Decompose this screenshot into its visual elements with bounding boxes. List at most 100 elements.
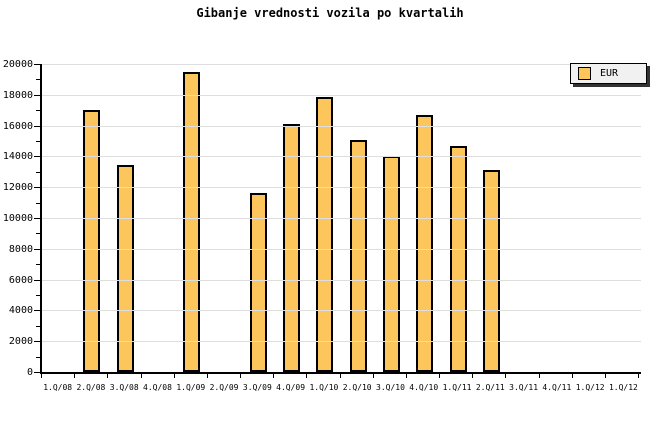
bar <box>316 97 334 372</box>
x-tick-label: 4.Q/11 <box>542 383 572 392</box>
x-tick-label: 4.Q/10 <box>409 383 439 392</box>
bar <box>449 146 467 372</box>
x-tick-label: 1.Q/12 <box>608 383 638 392</box>
y-tick-label: 12000 <box>2 182 33 194</box>
bar <box>382 156 400 372</box>
chart-title: Gibanje vrednosti vozila po kvartalih <box>196 6 464 20</box>
gridline <box>42 64 641 65</box>
x-tick-mark <box>107 374 109 378</box>
gridline <box>42 156 641 158</box>
bar-slot <box>408 64 441 372</box>
y-minor-tick-mark <box>36 356 40 358</box>
y-major-tick-mark <box>34 94 40 96</box>
bar <box>116 164 134 372</box>
x-tick-label: 1.Q/12 <box>575 383 605 392</box>
y-major-tick-mark <box>34 218 40 219</box>
x-tick-mark <box>273 374 275 378</box>
y-minor-tick-mark <box>36 264 40 266</box>
bar <box>249 192 267 372</box>
x-tick-mark <box>173 374 175 378</box>
gridline <box>42 125 641 127</box>
bar-slot <box>308 64 341 372</box>
legend: EUR <box>570 63 647 84</box>
legend-label: EUR <box>600 68 619 79</box>
gridline <box>42 187 641 189</box>
x-tick-label: 2.Q/09 <box>209 383 239 392</box>
legend-swatch-icon <box>578 67 591 80</box>
y-major-tick-mark <box>34 310 40 312</box>
y-major-tick-mark <box>34 64 40 65</box>
y-major-tick-mark <box>34 156 40 158</box>
y-tick-label: 0 <box>26 367 33 378</box>
y-minor-tick-mark <box>36 233 40 235</box>
x-tick-label: 1.Q/09 <box>176 383 206 392</box>
bar-slot <box>375 64 408 372</box>
x-tick-mark <box>472 374 474 378</box>
bar-slot <box>109 64 142 372</box>
y-tick-label: 6000 <box>8 274 33 286</box>
y-major-tick-mark <box>34 279 40 281</box>
x-tick-mark <box>74 374 76 378</box>
x-tick-mark <box>505 374 507 378</box>
y-tick-label: 16000 <box>2 120 33 132</box>
x-tick-label: 2.Q/10 <box>342 383 372 392</box>
plot-area <box>40 64 641 374</box>
x-tick-label: 3.Q/11 <box>509 383 539 392</box>
x-tick-label: 3.Q/08 <box>109 383 139 392</box>
x-tick-mark <box>41 374 42 378</box>
x-tick-mark <box>405 374 407 378</box>
bars-container <box>42 64 641 372</box>
y-minor-tick-mark <box>36 141 40 142</box>
y-tick-label: 4000 <box>8 305 33 317</box>
x-tick-label: 1.Q/10 <box>309 383 339 392</box>
x-tick-label: 4.Q/09 <box>276 383 306 392</box>
y-minor-tick-mark <box>36 79 40 81</box>
x-tick-mark <box>638 374 639 378</box>
x-tick-mark <box>604 374 606 378</box>
bar-slot <box>242 64 275 372</box>
y-major-tick-mark <box>34 341 40 343</box>
bar <box>83 110 101 372</box>
bar <box>283 124 301 372</box>
y-major-tick-mark <box>34 372 40 373</box>
y-tick-label: 2000 <box>8 336 33 348</box>
y-tick-label: 20000 <box>2 59 33 70</box>
gridline <box>42 248 641 250</box>
bar-slot <box>342 64 375 372</box>
bar-slot <box>441 64 474 372</box>
x-tick-mark <box>339 374 341 378</box>
bar-slot <box>275 64 308 372</box>
x-tick-mark <box>571 374 573 378</box>
y-tick-label: 8000 <box>8 243 33 255</box>
bar-slot <box>75 64 108 372</box>
y-major-tick-mark <box>34 125 40 127</box>
y-minor-tick-mark <box>36 325 40 327</box>
gridline <box>42 279 641 281</box>
gridline <box>42 310 641 312</box>
gridline <box>42 218 641 219</box>
y-minor-tick-mark <box>36 202 40 204</box>
bar <box>349 139 367 372</box>
y-major-tick-mark <box>34 248 40 250</box>
x-tick-label: 1.Q/11 <box>442 383 472 392</box>
gridline <box>42 94 641 96</box>
bar <box>183 71 201 372</box>
bar-slot <box>475 64 508 372</box>
x-tick-label: 4.Q/08 <box>143 383 172 392</box>
y-tick-label: 18000 <box>2 89 33 101</box>
y-minor-tick-mark <box>36 295 40 296</box>
x-tick-label: 1.Q/08 <box>43 383 73 392</box>
bar <box>482 170 500 372</box>
x-tick-mark <box>439 374 440 378</box>
x-tick-mark <box>240 374 241 378</box>
x-tick-label: 3.Q/10 <box>376 383 405 392</box>
x-tick-mark <box>538 374 540 378</box>
x-tick-mark <box>372 374 374 378</box>
bar-slot <box>175 64 208 372</box>
x-tick-mark <box>140 374 142 378</box>
y-major-tick-mark <box>34 187 40 189</box>
x-axis-labels: 1.Q/08 2.Q/08 3.Q/08 4.Q/08 1.Q/09 2.Q/09 3.Q/… <box>41 383 640 392</box>
y-tick-label: 14000 <box>2 151 33 163</box>
y-tick-label: 10000 <box>2 213 33 224</box>
